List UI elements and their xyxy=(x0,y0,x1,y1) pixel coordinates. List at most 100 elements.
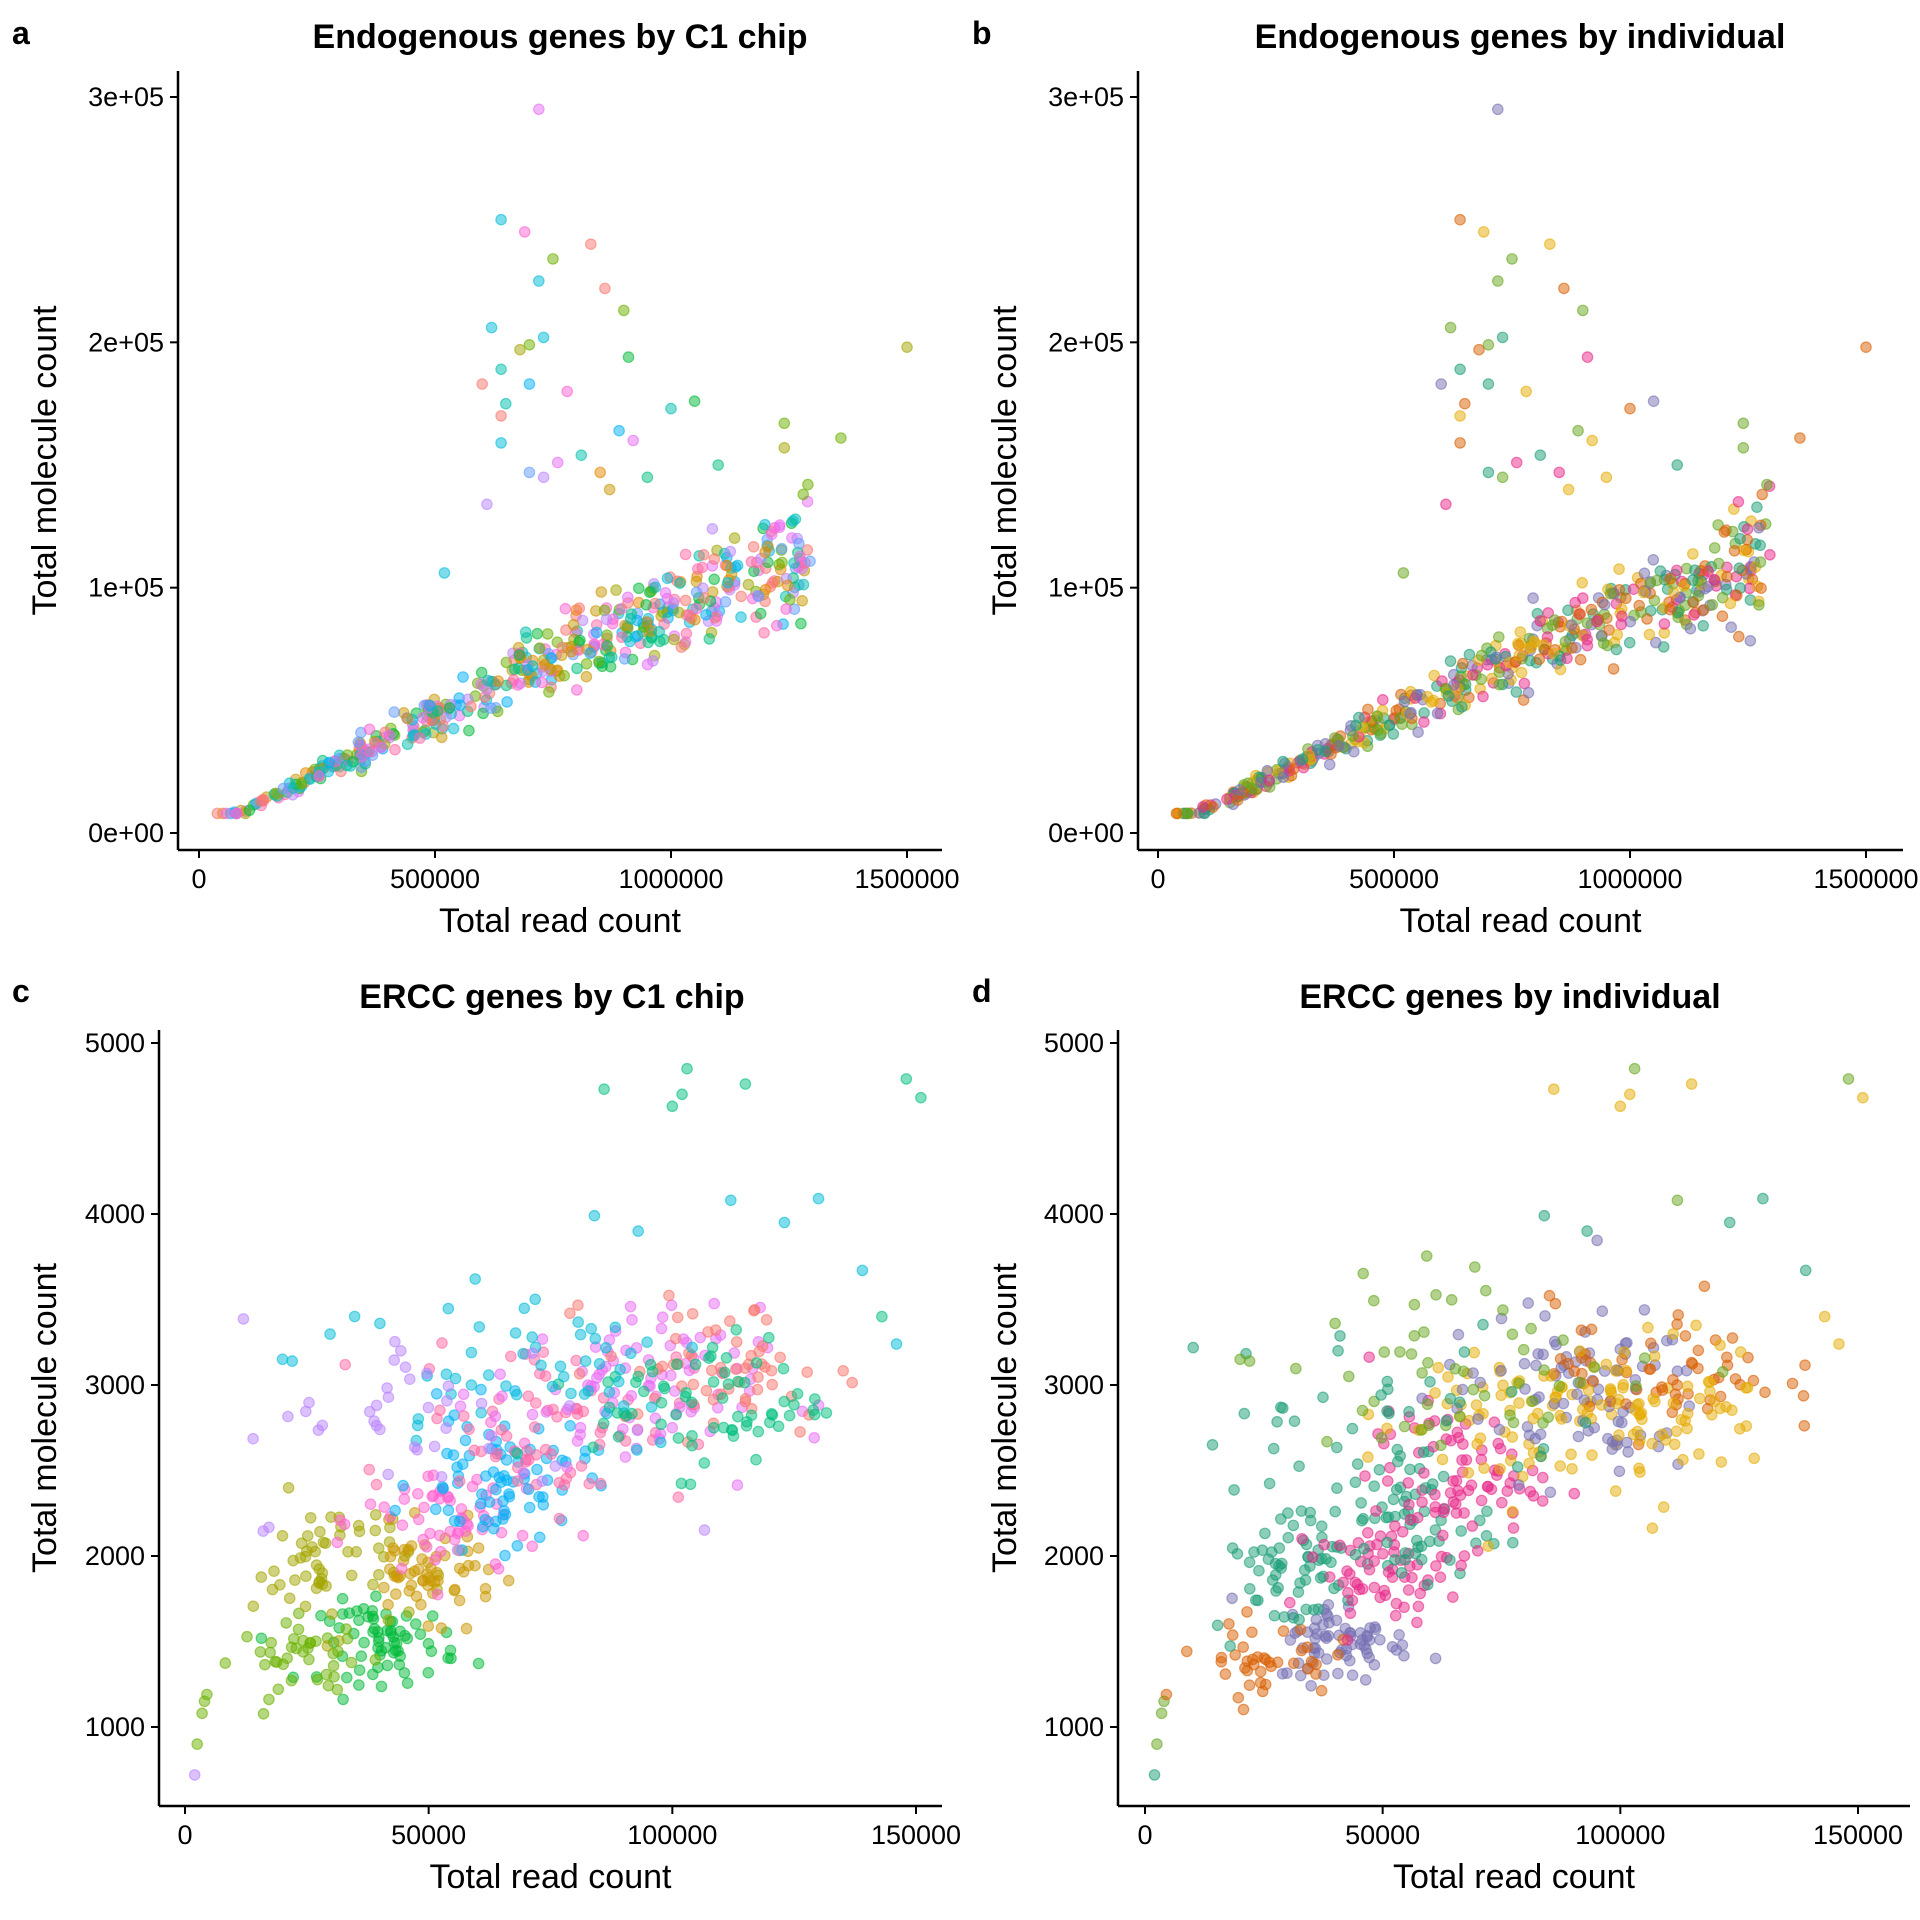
data-point xyxy=(475,666,488,679)
data-point xyxy=(1454,363,1466,376)
data-point xyxy=(1148,1769,1161,1781)
data-point xyxy=(724,545,737,558)
data-point xyxy=(304,1636,317,1649)
data-point xyxy=(1667,1328,1679,1340)
data-point xyxy=(1348,745,1360,758)
data-point xyxy=(1538,1364,1550,1376)
data-point xyxy=(572,1299,584,1311)
y-tick-label: 4000 xyxy=(1044,1199,1104,1229)
data-point xyxy=(364,1498,377,1510)
data-point xyxy=(372,1542,385,1554)
data-point xyxy=(430,1388,443,1400)
data-point xyxy=(465,700,477,713)
y-tick-label: 4000 xyxy=(85,1199,145,1229)
data-point xyxy=(1381,1422,1393,1435)
data-point xyxy=(292,1607,305,1620)
y-tick-label: 5000 xyxy=(1044,1028,1104,1058)
data-point xyxy=(686,1439,698,1452)
data-point xyxy=(655,1418,667,1430)
data-point xyxy=(1638,1304,1651,1316)
data-point xyxy=(797,488,809,501)
x-axis-label: Total read count xyxy=(439,902,681,940)
data-point xyxy=(499,1549,511,1562)
data-point xyxy=(1733,562,1745,574)
data-point xyxy=(1321,1653,1333,1665)
data-point xyxy=(1275,1401,1287,1414)
panel-label: a xyxy=(12,15,30,51)
data-point xyxy=(597,1417,610,1430)
data-point xyxy=(1721,1351,1733,1364)
data-point xyxy=(421,1367,433,1380)
data-point xyxy=(1642,1321,1654,1334)
data-point xyxy=(658,1382,671,1395)
data-point xyxy=(726,1424,739,1437)
data-point xyxy=(289,1574,301,1586)
data-point xyxy=(577,1529,589,1542)
data-point xyxy=(1533,653,1546,666)
data-point xyxy=(553,1512,566,1525)
data-point xyxy=(624,1300,637,1313)
data-point xyxy=(454,1400,467,1412)
data-point xyxy=(618,653,631,665)
data-point xyxy=(758,626,770,639)
data-point xyxy=(1478,1389,1491,1402)
chart-title: Endogenous genes by individual xyxy=(1255,18,1786,56)
data-point xyxy=(1394,1450,1406,1462)
data-point xyxy=(1477,226,1490,238)
data-point xyxy=(1252,1594,1264,1607)
data-point xyxy=(1613,1429,1625,1441)
data-point xyxy=(1444,1554,1456,1566)
data-point xyxy=(1523,1457,1535,1470)
data-point xyxy=(540,1406,553,1418)
data-point xyxy=(1518,1357,1531,1370)
data-point xyxy=(1575,1324,1588,1336)
data-point xyxy=(1734,1346,1747,1358)
data-point xyxy=(1490,651,1502,663)
data-point xyxy=(1620,1364,1632,1377)
data-point xyxy=(460,1622,473,1635)
data-point xyxy=(1581,1225,1593,1237)
data-point xyxy=(759,546,771,558)
data-point xyxy=(1467,1383,1480,1396)
data-point xyxy=(304,1512,317,1524)
data-point xyxy=(1799,1264,1812,1277)
data-point xyxy=(435,1471,448,1483)
data-point xyxy=(396,1519,409,1531)
data-point xyxy=(739,1078,752,1090)
data-point xyxy=(368,1415,380,1427)
data-point xyxy=(1617,1382,1629,1394)
data-point xyxy=(1381,1475,1394,1487)
data-point xyxy=(1442,690,1455,702)
data-point xyxy=(1613,563,1625,575)
data-point xyxy=(578,1388,591,1400)
data-point xyxy=(1381,1375,1394,1388)
data-point xyxy=(1389,1554,1401,1566)
data-point xyxy=(363,1463,375,1476)
data-point xyxy=(1362,1527,1374,1539)
data-point xyxy=(773,558,785,571)
data-point xyxy=(303,1396,315,1409)
data-point xyxy=(1387,1493,1400,1506)
data-point xyxy=(856,1264,869,1277)
data-point xyxy=(1337,1576,1349,1589)
data-point xyxy=(559,602,572,615)
data-point xyxy=(286,1355,298,1367)
data-point xyxy=(1430,1289,1442,1301)
data-point xyxy=(1506,253,1518,265)
data-point xyxy=(1290,1362,1302,1375)
data-point xyxy=(526,1408,539,1421)
data-point xyxy=(201,1688,213,1701)
points xyxy=(1170,103,1872,820)
data-point xyxy=(1595,1399,1608,1411)
data-point xyxy=(621,591,634,604)
data-point xyxy=(363,723,376,736)
data-point xyxy=(655,1397,668,1409)
data-point xyxy=(626,1314,638,1326)
data-point xyxy=(1677,1453,1689,1466)
data-point xyxy=(751,1383,764,1396)
data-point xyxy=(554,1360,567,1373)
data-point xyxy=(398,1493,411,1505)
data-point xyxy=(676,1088,688,1101)
data-point xyxy=(1294,1669,1307,1682)
data-point xyxy=(394,1345,407,1357)
